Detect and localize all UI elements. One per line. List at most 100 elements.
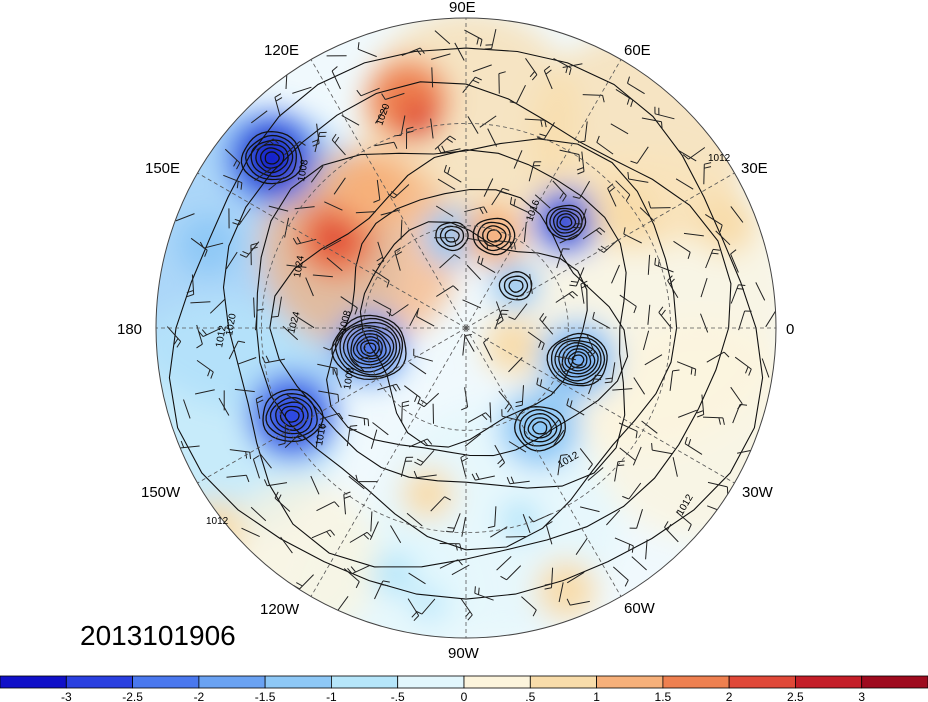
wind-barb	[454, 42, 465, 61]
wind-barb	[562, 63, 583, 68]
wind-barb	[536, 377, 556, 394]
colorbar-swatch	[728, 675, 796, 689]
wind-barb	[323, 239, 342, 251]
wind-barb	[509, 197, 529, 213]
wind-barb	[255, 308, 265, 331]
wind-barb	[675, 511, 692, 532]
isobar	[482, 225, 507, 247]
wind-barb	[263, 479, 288, 487]
wind-barb	[376, 333, 382, 354]
wind-barb	[400, 456, 414, 477]
colorbar-tick-label: -2.5	[122, 690, 143, 702]
isobar-label: 1012	[206, 516, 229, 527]
isobar-label: 1024	[292, 254, 307, 278]
lon-label-60e: 60E	[624, 42, 651, 59]
wind-barb	[280, 536, 293, 554]
wind-barb	[415, 598, 436, 615]
wind-barb	[284, 217, 290, 238]
wind-barb	[237, 357, 257, 365]
isobar	[356, 336, 383, 360]
anomaly-low-30E-inner	[492, 262, 540, 310]
colorbar-swatch	[0, 675, 67, 689]
wind-barb	[370, 511, 373, 532]
isobar	[359, 221, 588, 448]
wind-barb	[471, 472, 495, 481]
colorbar-tick-label: -1	[326, 690, 337, 702]
timestamp-label: 2013101906	[80, 620, 236, 651]
wind-barb	[715, 230, 731, 246]
isobar	[503, 275, 529, 297]
isobar	[439, 225, 465, 248]
wind-barb	[466, 264, 482, 281]
wind-barb	[576, 151, 585, 175]
wind-barb	[341, 114, 360, 126]
wind-barb	[705, 213, 723, 232]
isobar	[326, 188, 629, 457]
anomaly-low-70W-small	[412, 588, 444, 620]
wind-barb	[730, 284, 746, 304]
wind-barb	[619, 294, 637, 314]
anomaly-high-60W-ocean	[536, 560, 596, 620]
isobar	[472, 217, 516, 256]
wind-barb	[611, 264, 620, 284]
colorbar-tick-label: -3	[61, 690, 72, 702]
wind-barb	[467, 237, 488, 249]
wind-barb	[175, 213, 195, 222]
wind-barb	[312, 274, 333, 278]
wind-barb	[732, 403, 748, 424]
wind-barb	[286, 264, 307, 268]
wind-barb	[347, 564, 371, 575]
wind-barb	[559, 234, 579, 244]
meridian	[465, 327, 622, 597]
graticule	[156, 18, 776, 638]
wind-barb	[348, 475, 365, 490]
anomaly-high-30E-far	[696, 194, 756, 254]
wind-barb	[408, 572, 426, 585]
wind-barb	[443, 164, 462, 183]
wind-barb	[539, 313, 554, 335]
wind-barb	[630, 146, 649, 164]
wind-barb	[186, 274, 195, 298]
isobar	[549, 207, 583, 238]
isobar	[444, 229, 460, 243]
wind-barb	[582, 227, 606, 240]
wind-barb	[305, 277, 314, 297]
anomaly-high-35E	[590, 180, 658, 248]
wind-barb	[355, 211, 376, 214]
isobar	[552, 210, 580, 234]
wind-barb	[651, 443, 672, 455]
wind-barb	[437, 145, 461, 154]
wind-barb	[324, 201, 343, 211]
wind-barb	[496, 556, 512, 571]
isobar	[519, 409, 562, 447]
meridian	[465, 327, 735, 484]
map-boundary	[155, 17, 777, 639]
wind-barb	[369, 521, 379, 541]
lon-label-150w: 150W	[141, 484, 181, 501]
longitude-labels: 90E 60E 30E 0 30W 60W 90W 120W 150W 180 …	[117, 0, 794, 662]
wind-barb	[374, 106, 387, 124]
wind-barb	[218, 397, 230, 416]
wind-barb	[494, 309, 509, 330]
wind-barb	[372, 422, 389, 436]
wind-barb	[545, 419, 560, 436]
wind-barb	[612, 388, 633, 391]
colorbar-swatch	[330, 675, 399, 689]
wind-barb	[462, 76, 482, 94]
isobar	[571, 354, 585, 366]
wind-barb	[580, 280, 589, 304]
isobar	[360, 339, 380, 357]
colorbar-tick-label: 3	[858, 690, 865, 702]
wind-barb	[645, 539, 648, 560]
wind-barb	[417, 392, 440, 408]
wind-barb	[477, 255, 496, 274]
wind-barb	[234, 388, 255, 393]
wind-barb	[346, 425, 358, 447]
wind-barb	[508, 357, 523, 373]
wind-barb	[684, 436, 703, 455]
wind-barb	[434, 30, 451, 45]
wind-barb	[274, 93, 283, 117]
wind-barb	[268, 176, 285, 191]
wind-barb	[317, 363, 338, 376]
wind-barb	[703, 162, 712, 185]
